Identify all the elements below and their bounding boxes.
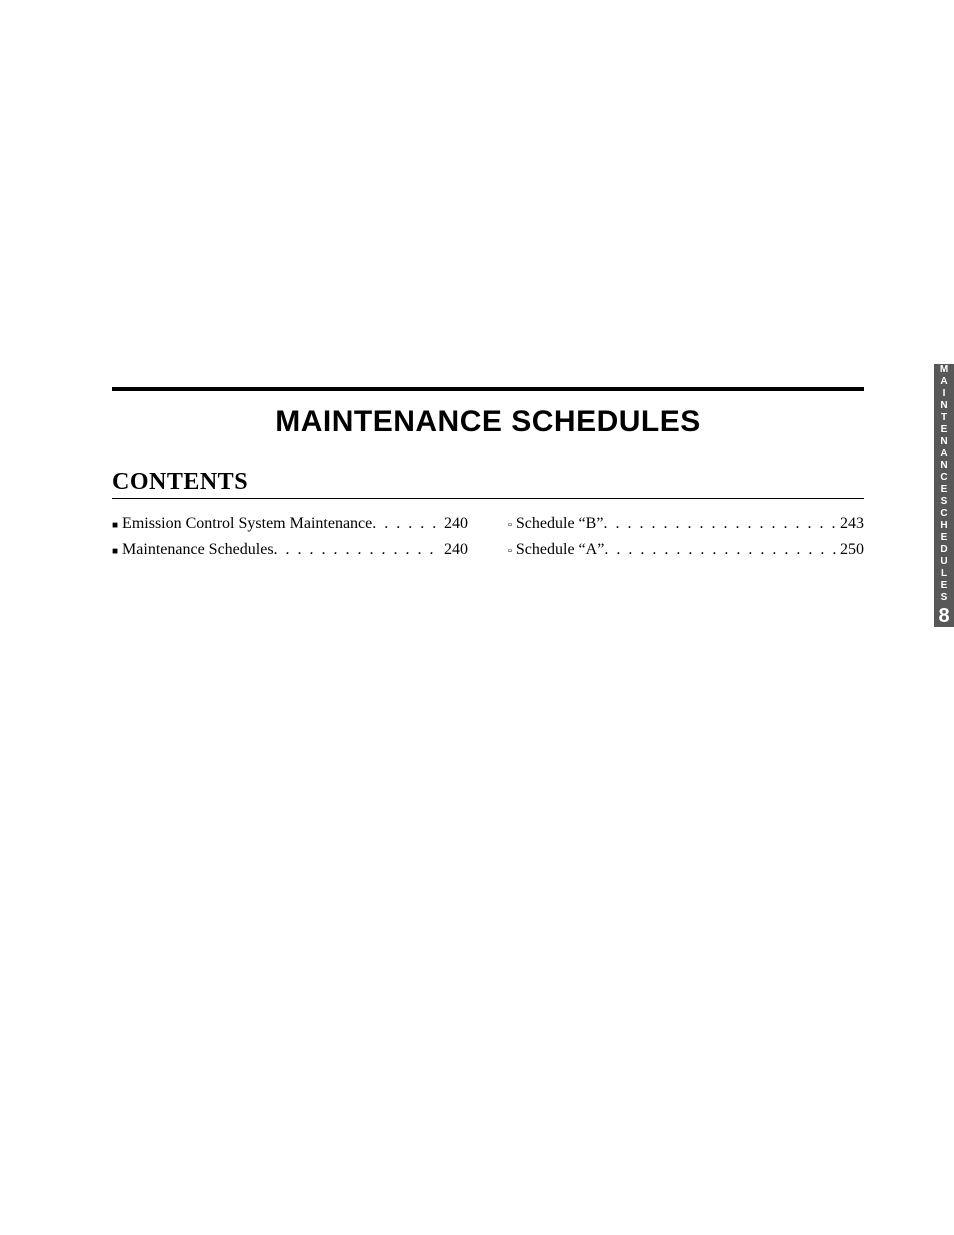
side-tab-number: 8 [934, 605, 954, 627]
contents-rule [112, 498, 864, 499]
hollow-square-bullet-icon: ▫ [508, 517, 512, 535]
toc-entry: ▫ Schedule “B” 243 [508, 511, 864, 537]
toc-entry: ■ Maintenance Schedules 240 [112, 537, 468, 563]
contents-heading: CONTENTS [112, 469, 864, 496]
toc-entry: ▫ Schedule “A” 250 [508, 537, 864, 563]
toc-leader [274, 537, 442, 563]
toc-page-number: 243 [838, 511, 864, 537]
toc-page-number: 240 [442, 511, 468, 537]
side-tab-word-2: SCHEDULES [934, 496, 954, 604]
toc-label: Schedule “A” [516, 537, 604, 563]
square-bullet-icon: ■ [112, 544, 118, 560]
toc-left-column: ■ Emission Control System Maintenance 24… [112, 511, 468, 562]
toc: ■ Emission Control System Maintenance 24… [112, 511, 864, 562]
hollow-square-bullet-icon: ▫ [508, 543, 512, 561]
toc-label: Schedule “B” [516, 511, 604, 537]
side-tab: MAINTENANCE SCHEDULES 8 [934, 364, 954, 627]
toc-leader [604, 537, 838, 563]
toc-label: Maintenance Schedules [122, 537, 274, 563]
toc-leader [603, 511, 838, 537]
toc-right-column: ▫ Schedule “B” 243 ▫ Schedule “A” 250 [508, 511, 864, 562]
chapter-title: MAINTENANCE SCHEDULES [112, 405, 864, 439]
toc-leader [372, 511, 442, 537]
side-tab-word-1: MAINTENANCE [934, 364, 954, 496]
toc-label: Emission Control System Maintenance [122, 511, 372, 537]
square-bullet-icon: ■ [112, 518, 118, 534]
toc-entry: ■ Emission Control System Maintenance 24… [112, 511, 468, 537]
toc-page-number: 240 [442, 537, 468, 563]
top-rule [112, 387, 864, 391]
toc-page-number: 250 [838, 537, 864, 563]
